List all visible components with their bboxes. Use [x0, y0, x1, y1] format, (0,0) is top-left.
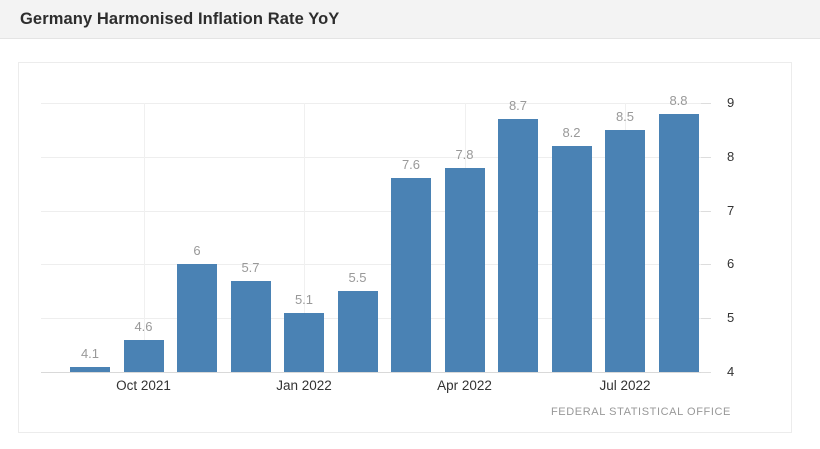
y-axis-tick-label: 7 [727, 202, 735, 218]
bar[interactable] [70, 366, 110, 372]
chart-card: 9 8 7 6 5 4 4.1 4.6 6 5.7 5.1 5.5 7.6 7.8 8.7 8.2 8.5 8.8… [18, 62, 792, 433]
x-axis-tick-label: Apr 2022 [437, 378, 492, 393]
bar-value-label: 5.5 [348, 270, 367, 286]
bar[interactable] [551, 146, 592, 372]
y-axis-tick-label: 4 [727, 364, 735, 379]
page-title: Germany Harmonised Inflation Rate YoY [20, 9, 340, 28]
y-axis-tick-label: 8 [727, 148, 735, 164]
x-axis-tick-label: Jul 2022 [599, 378, 651, 393]
v-gridline [143, 103, 145, 372]
y-tick-mark [701, 210, 711, 212]
bar-value-label: 6 [193, 243, 201, 259]
bar-value-label: 8.7 [508, 98, 528, 114]
h-gridline [41, 372, 706, 373]
h-gridline [41, 103, 706, 104]
h-gridline [41, 264, 706, 266]
chart-header-bar: Germany Harmonised Inflation Rate YoY [0, 0, 820, 39]
bar-value-label: 4.1 [80, 345, 100, 361]
bar-value-label: 5.1 [294, 291, 314, 307]
chart-plot-area: 9 8 7 6 5 4 4.1 4.6 6 5.7 5.1 5.5 7.6 7.8 8.7 8.2 8.5 8.8… [19, 63, 791, 432]
y-tick-mark [701, 318, 711, 320]
y-axis-tick-label: 6 [727, 256, 735, 272]
bar[interactable] [444, 167, 485, 372]
bar[interactable] [123, 339, 164, 372]
h-gridline [41, 156, 706, 158]
bar-value-label: 7.6 [401, 157, 421, 173]
x-axis-tick-label: Oct 2021 [116, 378, 171, 393]
y-axis-tick-label: 9 [727, 95, 735, 110]
h-gridline [41, 210, 706, 212]
bar[interactable] [337, 291, 378, 372]
bar[interactable] [177, 264, 217, 372]
y-tick-mark [701, 103, 711, 104]
bar-value-label: 8.2 [562, 125, 581, 141]
bar-value-label: 5.7 [241, 259, 260, 275]
bar[interactable] [391, 178, 431, 372]
y-tick-mark [701, 372, 711, 373]
v-gridline [304, 103, 305, 372]
bar[interactable] [284, 312, 324, 372]
bar-value-label: 4.6 [134, 318, 153, 334]
bar[interactable] [498, 119, 538, 372]
y-axis-tick-label: 5 [727, 310, 735, 326]
bar-value-label: 8.8 [669, 92, 688, 108]
source-attribution: FEDERAL STATISTICAL OFFICE [550, 406, 731, 418]
bar[interactable] [605, 129, 645, 372]
y-tick-mark [701, 156, 711, 158]
bar-value-label: 8.5 [615, 108, 635, 124]
bar[interactable] [230, 280, 271, 372]
bar[interactable] [658, 113, 699, 372]
y-tick-mark [701, 264, 711, 266]
x-axis-tick-label: Jan 2022 [276, 378, 332, 393]
bar-value-label: 7.8 [455, 146, 474, 162]
